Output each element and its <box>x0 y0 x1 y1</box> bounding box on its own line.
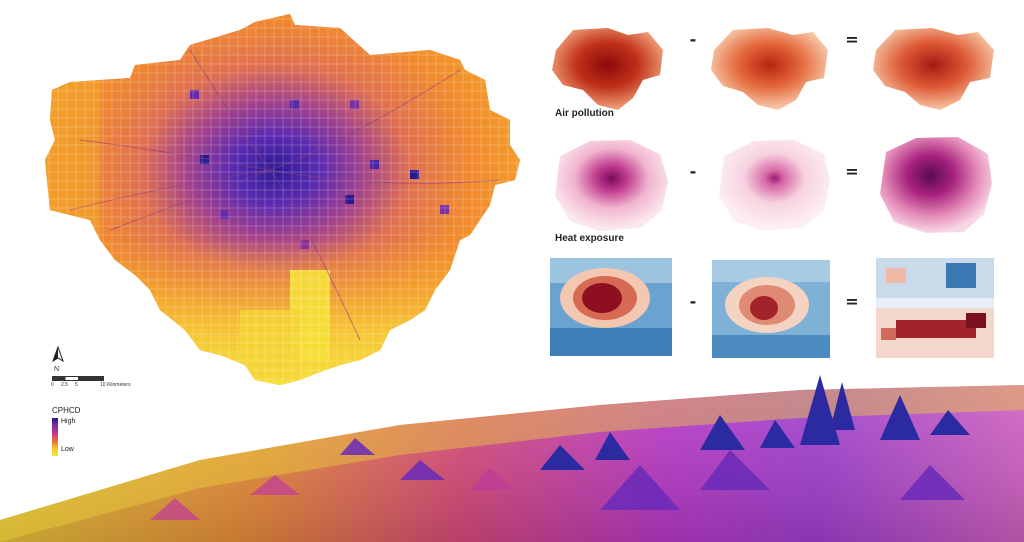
north-arrow-icon <box>52 346 64 363</box>
heat-minus: - <box>689 162 697 181</box>
air-pollution-map-a <box>552 28 663 110</box>
heat-exposure-map-diff <box>880 137 992 233</box>
thermal-equals: = <box>845 292 859 311</box>
scale-tick-5: 5 <box>75 382 78 388</box>
london-cphcd-map <box>45 14 520 385</box>
heat-exposure-label: Heat exposure <box>555 233 624 244</box>
legend-low-label: Low <box>61 446 74 453</box>
legend-color-ramp <box>52 418 58 456</box>
air-pollution-map-b <box>711 28 828 110</box>
scale-tick-0: 0 <box>51 382 54 388</box>
thermal-map-diff <box>876 258 994 358</box>
air-pollution-map-diff <box>873 28 994 110</box>
scale-tick-10: 10 Kilometers <box>100 382 131 388</box>
air-equals: = <box>845 30 859 49</box>
thermal-map-a <box>550 258 672 356</box>
legend-high-label: High <box>61 418 76 425</box>
thermal-minus: - <box>689 292 697 311</box>
heat-exposure-map-a <box>555 140 668 231</box>
cphcd-3d-surface <box>0 375 1024 542</box>
thermal-map-b <box>712 260 830 358</box>
air-minus: - <box>689 30 697 49</box>
scale-tick-2-5: 2.5 <box>61 382 68 388</box>
scale-bar <box>52 376 104 381</box>
heat-equals: = <box>845 162 859 181</box>
north-label: N <box>54 366 60 373</box>
legend-title: CPHCD <box>52 406 81 415</box>
air-pollution-label: Air pollution <box>555 108 614 119</box>
heat-exposure-map-b <box>719 140 830 231</box>
